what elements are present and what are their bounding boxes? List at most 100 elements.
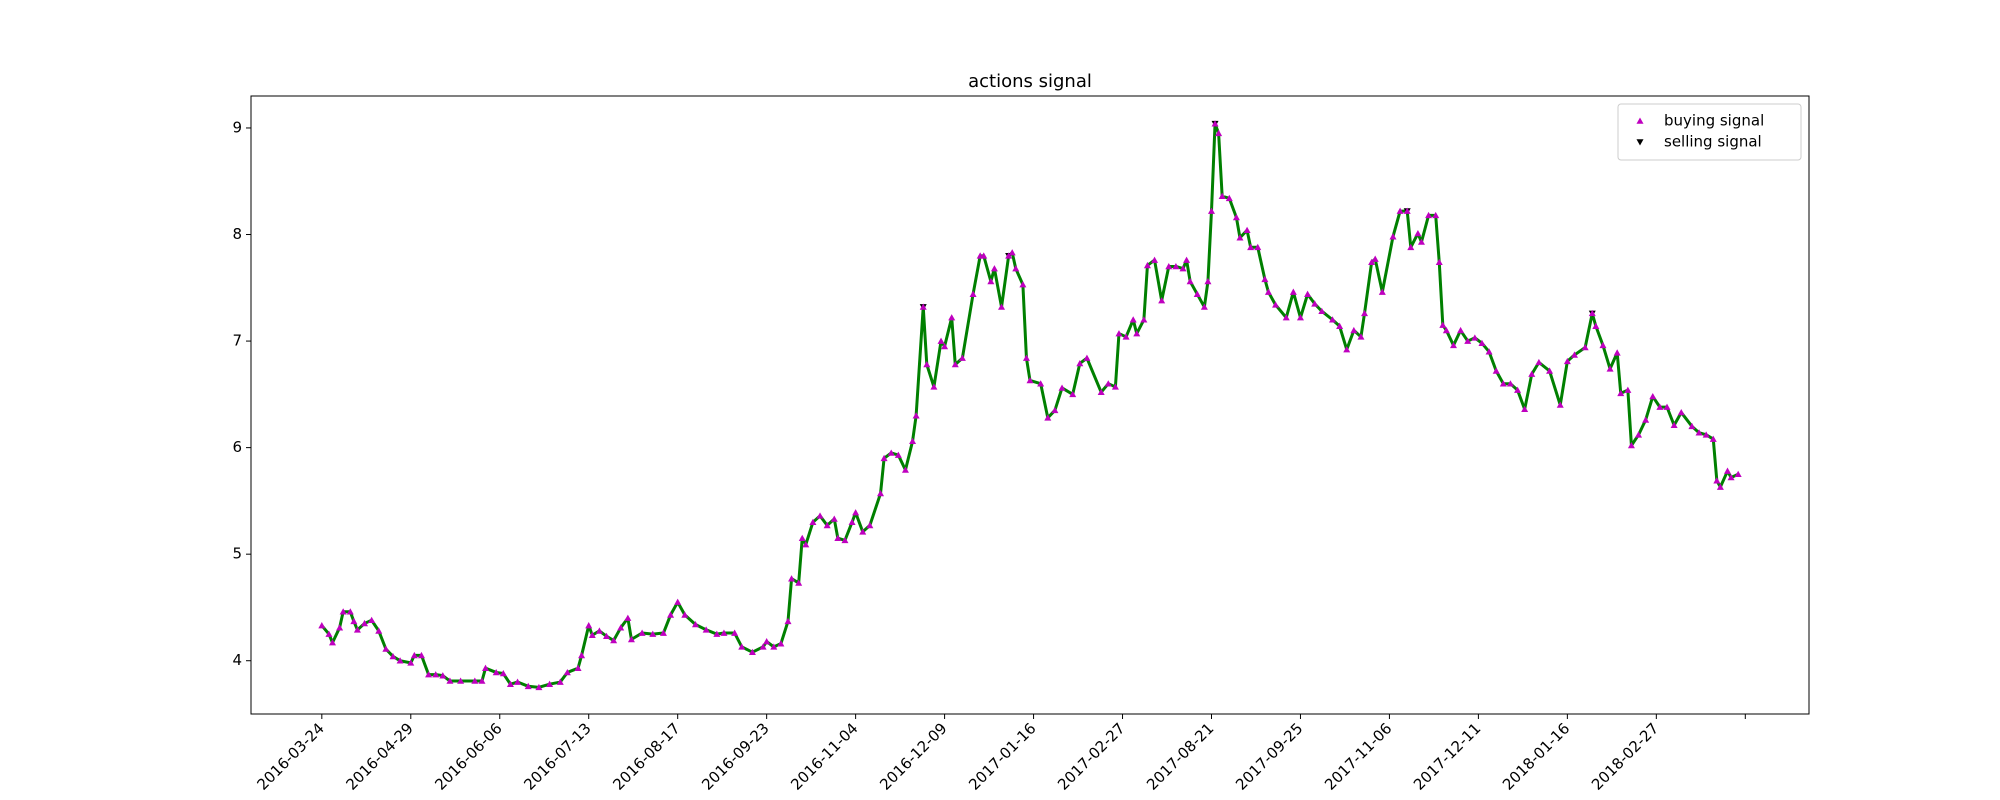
signal-marker bbox=[563, 668, 571, 676]
signal-marker bbox=[894, 451, 902, 458]
signal-marker bbox=[1037, 380, 1045, 387]
signal-marker bbox=[1304, 290, 1312, 297]
signal-marker bbox=[1588, 309, 1596, 317]
signal-marker bbox=[674, 598, 682, 605]
signal-marker bbox=[1506, 380, 1514, 387]
signal-marker bbox=[1724, 467, 1732, 474]
signal-marker bbox=[649, 630, 657, 637]
signal-marker bbox=[1232, 213, 1240, 221]
signal-marker bbox=[1236, 234, 1244, 241]
legend-label: selling signal bbox=[1664, 133, 1762, 151]
signal-marker bbox=[930, 383, 938, 390]
signal-marker bbox=[1688, 422, 1696, 430]
signal-marker bbox=[969, 290, 977, 297]
x-tick-label: 2016-07-13 bbox=[520, 719, 594, 793]
signal-marker bbox=[802, 541, 810, 548]
y-tick-label: 8 bbox=[232, 225, 242, 243]
signal-marker bbox=[1179, 265, 1187, 272]
signal-marker bbox=[346, 608, 354, 615]
signal-marker bbox=[1656, 403, 1664, 410]
x-tick-label: 2017-01-16 bbox=[965, 719, 1039, 793]
signal-marker bbox=[1218, 192, 1226, 199]
signal-marker bbox=[738, 643, 746, 650]
signal-marker bbox=[318, 622, 326, 629]
signal-marker bbox=[1225, 194, 1233, 202]
signal-marker bbox=[681, 611, 689, 618]
signal-marker bbox=[1296, 314, 1304, 321]
signal-marker bbox=[941, 342, 949, 350]
signal-marker bbox=[1122, 333, 1130, 340]
signal-marker bbox=[389, 652, 397, 660]
signal-marker bbox=[1592, 322, 1600, 329]
signal-marker bbox=[1449, 341, 1457, 349]
signal-marker bbox=[1521, 405, 1529, 413]
signal-marker bbox=[325, 630, 333, 637]
x-tick-label: 2016-09-23 bbox=[698, 719, 772, 793]
signal-marker bbox=[659, 629, 667, 636]
signal-marker bbox=[1727, 473, 1735, 481]
signal-marker bbox=[1026, 376, 1034, 384]
signal-marker bbox=[1172, 262, 1180, 270]
signal-marker bbox=[368, 616, 376, 624]
signal-marker bbox=[339, 608, 347, 615]
signal-marker bbox=[471, 677, 479, 684]
signal-marker bbox=[617, 624, 625, 631]
signal-marker bbox=[514, 678, 522, 685]
signal-marker bbox=[1570, 351, 1578, 358]
signal-marker bbox=[1158, 297, 1166, 304]
signal-marker bbox=[1546, 367, 1554, 374]
signal-marker bbox=[1368, 258, 1376, 266]
signal-marker bbox=[909, 437, 917, 445]
signal-marker bbox=[1254, 243, 1262, 251]
signal-marker bbox=[1289, 288, 1297, 295]
signal-marker bbox=[1403, 207, 1411, 214]
signal-marker bbox=[375, 627, 383, 634]
signal-marker bbox=[1272, 301, 1280, 308]
signal-marker bbox=[1207, 207, 1215, 214]
signal-marker bbox=[1140, 316, 1148, 323]
signal-marker bbox=[667, 611, 675, 618]
signal-marker bbox=[439, 672, 447, 679]
signal-marker bbox=[1247, 243, 1255, 251]
signal-marker bbox=[937, 337, 945, 344]
signal-marker bbox=[1599, 341, 1607, 349]
signal-marker bbox=[603, 632, 611, 640]
x-tick-label: 2016-06-06 bbox=[431, 719, 505, 793]
signal-marker bbox=[887, 449, 895, 456]
signal-marker bbox=[1439, 321, 1447, 328]
signal-marker bbox=[1471, 334, 1479, 341]
signal-marker bbox=[877, 489, 885, 497]
signal-marker bbox=[998, 303, 1006, 310]
legend-label: buying signal bbox=[1664, 112, 1764, 130]
y-tick-label: 5 bbox=[232, 545, 242, 563]
signal-marker bbox=[432, 671, 440, 678]
y-tick-label: 4 bbox=[232, 651, 242, 669]
x-tick-label: 2018-01-16 bbox=[1499, 719, 1573, 793]
signal-marker bbox=[912, 412, 920, 419]
signal-marker bbox=[987, 277, 995, 285]
y-tick-label: 7 bbox=[232, 332, 242, 350]
signal-marker bbox=[1663, 403, 1671, 410]
signal-marker bbox=[795, 579, 803, 586]
signal-marker bbox=[1008, 249, 1016, 256]
signal-marker bbox=[1414, 229, 1422, 237]
signal-marker bbox=[350, 617, 358, 625]
signal-marker bbox=[1581, 343, 1589, 351]
signal-marker bbox=[425, 671, 433, 678]
signal-marker bbox=[770, 643, 778, 650]
signal-marker bbox=[1012, 265, 1020, 272]
signal-marker bbox=[1133, 330, 1141, 337]
signal-marker bbox=[1702, 431, 1710, 438]
signal-marker bbox=[535, 683, 543, 691]
signal-marker bbox=[958, 354, 966, 361]
signal-marker bbox=[524, 682, 532, 690]
signal-marker bbox=[1425, 211, 1433, 219]
signal-marker bbox=[1435, 258, 1443, 266]
signal-marker bbox=[1734, 470, 1742, 478]
signal-marker bbox=[407, 659, 415, 666]
signal-marker bbox=[1357, 333, 1365, 340]
signal-marker bbox=[446, 677, 454, 684]
signal-marker bbox=[1514, 386, 1522, 393]
